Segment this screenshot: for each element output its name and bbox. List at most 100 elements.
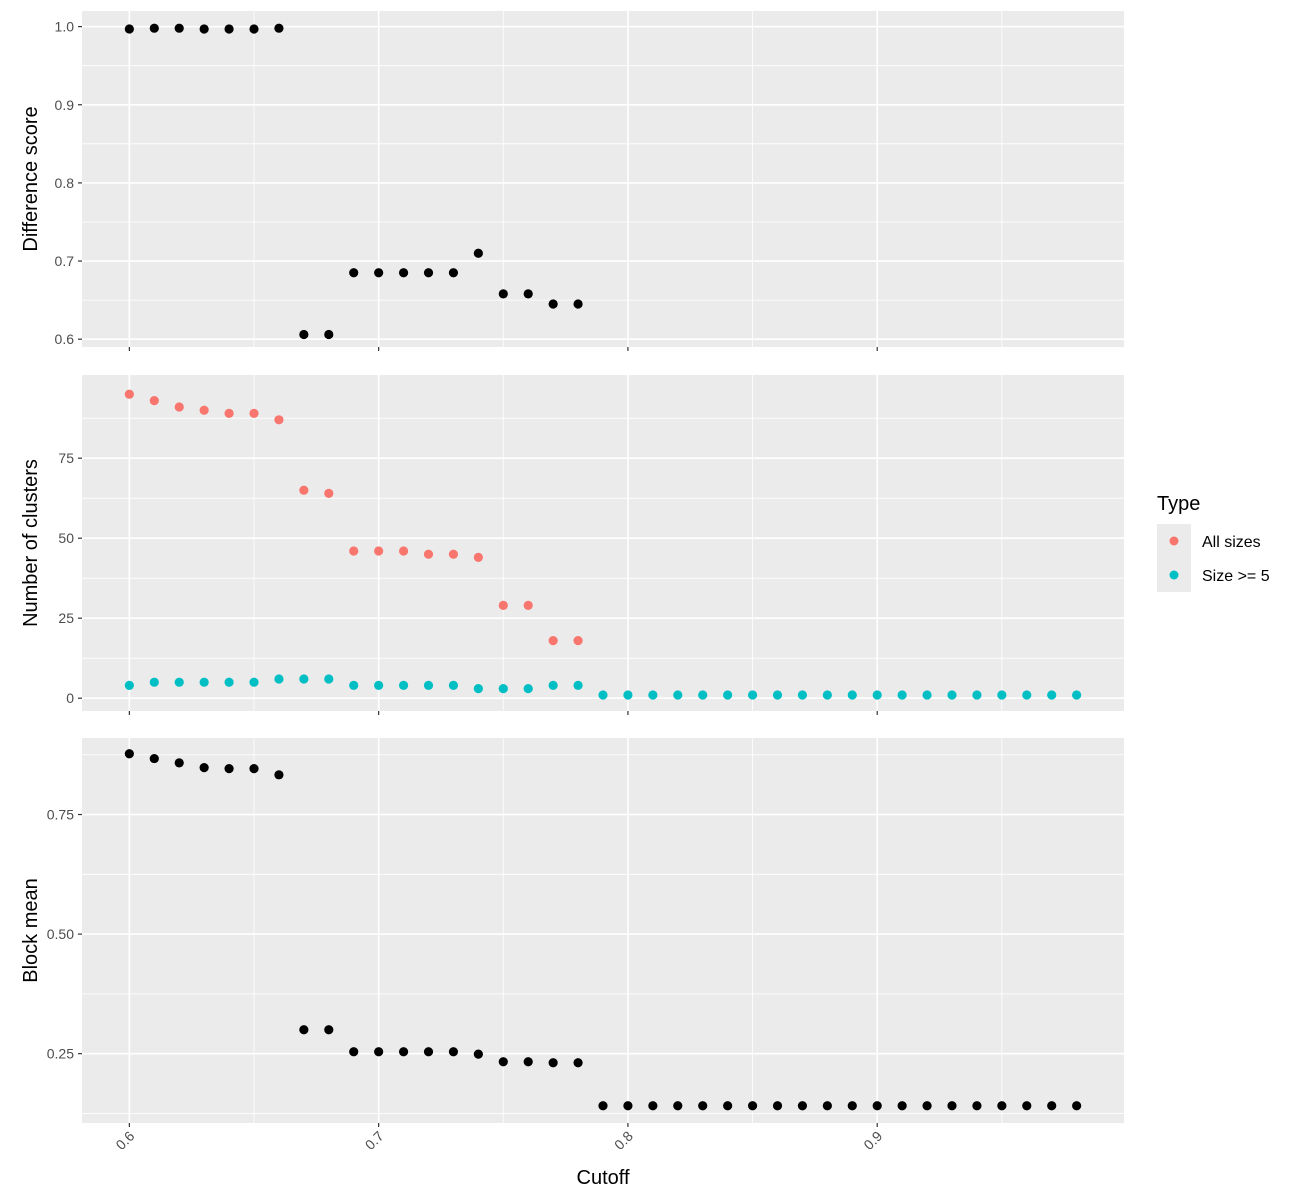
y-tick-label: 0 (66, 690, 74, 706)
data-point (423, 1047, 434, 1057)
data-point (573, 299, 583, 309)
data-point (124, 24, 134, 34)
data-point (124, 389, 134, 399)
data-point (922, 690, 932, 700)
data-point (897, 1101, 907, 1111)
data-point (598, 1101, 608, 1111)
data-point (847, 690, 857, 700)
data-point (199, 677, 209, 687)
data-point (498, 600, 508, 611)
series-block-mean-0 (124, 749, 1082, 1111)
data-point (548, 680, 558, 691)
data-point (448, 549, 459, 559)
panel-difference-score: 0.6 0.7 0.8 0.9 1.0 Difference score (20, 11, 1124, 351)
data-point (274, 415, 284, 425)
data-point (673, 690, 683, 700)
data-point (249, 677, 259, 687)
data-point (648, 690, 658, 700)
data-point (997, 690, 1007, 700)
data-point (822, 1101, 832, 1111)
panel-background (82, 738, 1124, 1123)
data-point (922, 1101, 932, 1111)
series-difference-score-0 (124, 23, 583, 340)
data-point (972, 690, 982, 700)
data-point (872, 690, 882, 700)
data-point (573, 1058, 583, 1068)
y-tick-label: 25 (58, 610, 74, 626)
y-axis-label: Block mean (20, 878, 42, 983)
data-point (623, 690, 633, 700)
legend-title: Type (1157, 493, 1200, 515)
data-point (324, 674, 334, 684)
data-point (772, 1101, 783, 1111)
x-tick-label: 0.7 (362, 1128, 387, 1153)
data-point (423, 268, 434, 278)
data-point (523, 289, 533, 299)
x-tick-label: 0.8 (611, 1128, 636, 1153)
data-point (448, 268, 459, 278)
data-point (149, 23, 159, 33)
data-point (274, 23, 284, 33)
data-point (299, 329, 309, 340)
legend: Type All sizes Size >= 5 (1157, 493, 1270, 592)
y-tick-label: 0.8 (55, 175, 75, 191)
legend-key-size-ge-5 (1169, 570, 1179, 580)
data-point (374, 1047, 384, 1057)
y-tick-label: 0.7 (55, 253, 75, 269)
data-point (573, 636, 583, 646)
data-point (797, 1101, 808, 1111)
data-point (947, 690, 957, 700)
data-point (473, 552, 483, 563)
data-point (398, 1047, 409, 1057)
data-point (199, 405, 209, 415)
data-point (523, 1057, 533, 1067)
data-point (274, 674, 284, 684)
data-point (423, 549, 434, 559)
x-tick-label: 0.9 (860, 1128, 885, 1153)
data-point (224, 677, 234, 687)
data-point (149, 753, 159, 764)
data-point (374, 268, 384, 278)
data-point (448, 680, 459, 691)
data-point (224, 24, 234, 34)
data-point (149, 396, 159, 406)
data-point (1072, 690, 1082, 700)
data-point (349, 680, 359, 691)
data-point (1047, 1101, 1057, 1111)
data-point (199, 24, 209, 34)
panel-background (82, 375, 1124, 711)
data-point (249, 764, 259, 774)
data-point (349, 268, 359, 278)
data-point (723, 690, 733, 700)
data-point (897, 690, 907, 700)
data-point (723, 1101, 733, 1111)
data-point (423, 680, 434, 691)
data-point (972, 1101, 982, 1111)
y-tick-label: 0.50 (47, 926, 74, 942)
legend-key-all-sizes (1169, 536, 1179, 546)
data-point (498, 684, 508, 694)
data-point (398, 680, 409, 691)
data-point (299, 485, 309, 495)
data-point (224, 408, 234, 418)
data-point (1072, 1101, 1082, 1111)
data-point (1047, 690, 1057, 700)
series-number-of-clusters-1 (124, 674, 1082, 700)
data-point (274, 770, 284, 780)
data-point (324, 1025, 334, 1035)
data-point (249, 408, 259, 418)
data-point (199, 763, 209, 773)
data-point (548, 1058, 558, 1068)
data-point (498, 1057, 508, 1067)
data-point (1022, 1101, 1032, 1111)
data-point (374, 546, 384, 556)
data-point (523, 684, 533, 694)
data-point (174, 402, 184, 412)
data-point (698, 690, 708, 700)
data-point (473, 1049, 483, 1059)
data-point (648, 1101, 658, 1111)
data-point (548, 636, 558, 646)
data-point (997, 1101, 1007, 1111)
legend-label-all-sizes: All sizes (1202, 534, 1261, 551)
